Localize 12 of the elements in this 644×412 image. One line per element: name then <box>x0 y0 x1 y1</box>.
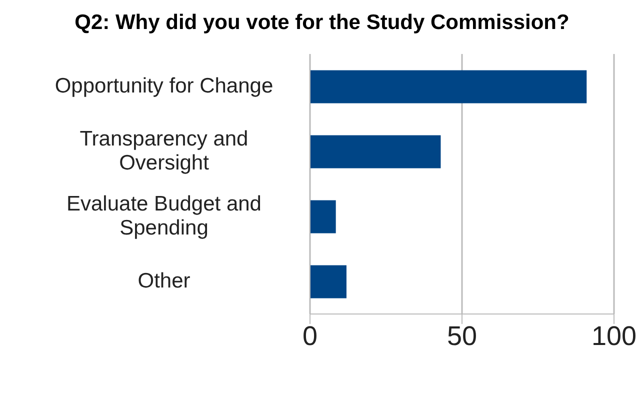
y-tick-label: Transparency and Oversight <box>80 127 248 174</box>
bar <box>310 70 587 104</box>
x-tick-label: 0 <box>302 321 318 352</box>
x-tick-label: 50 <box>446 321 478 352</box>
bar <box>310 135 441 168</box>
x-tick-label: 100 <box>591 321 637 352</box>
y-tick-label: Opportunity for Change <box>54 74 274 98</box>
y-tick-label: Other <box>138 269 190 292</box>
y-tick-label: Evaluate Budget and Spending <box>66 192 262 240</box>
bar <box>310 265 346 298</box>
chart-title: Q2: Why did you vote for the Study Commission? <box>74 10 570 36</box>
bar <box>310 200 336 234</box>
